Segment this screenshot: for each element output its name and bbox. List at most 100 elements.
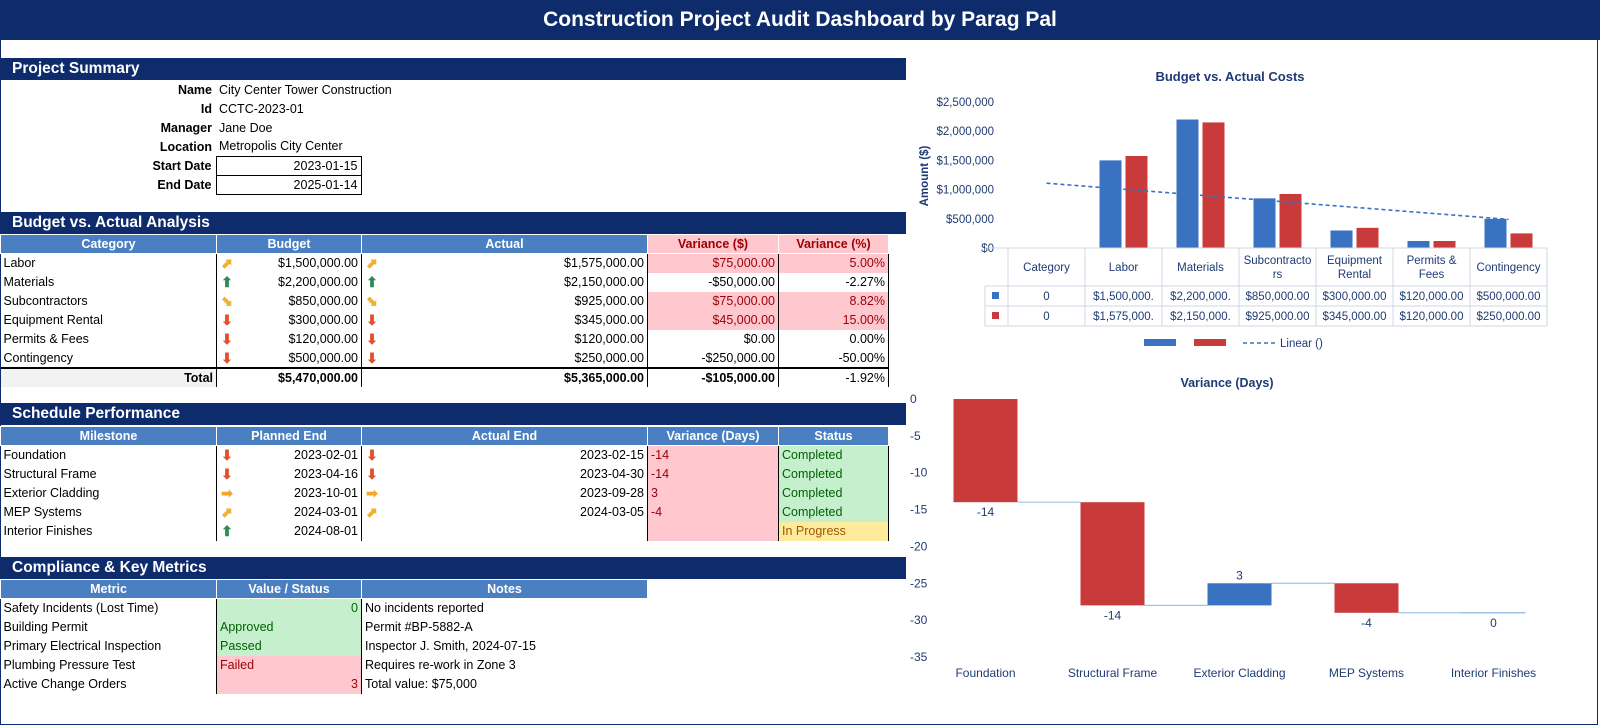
- summary-value: Metropolis City Center: [219, 139, 343, 154]
- empty-cell: [361, 175, 888, 194]
- column-header[interactable]: Planned End: [216, 426, 362, 446]
- metric-value-cell: 3: [216, 674, 362, 694]
- column-header[interactable]: Variance (%): [778, 234, 889, 254]
- arrow-down-right-icon: ⬊: [366, 293, 378, 309]
- empty-cell: [647, 579, 889, 599]
- variance-cell: -$50,000.00: [647, 272, 779, 292]
- arrow-down-icon: ⬇: [221, 349, 233, 366]
- column-header[interactable]: Status: [778, 426, 889, 446]
- column-header[interactable]: Variance (Days): [647, 426, 779, 446]
- status-cell: In Progress: [778, 521, 889, 541]
- milestone-cell: Exterior Cladding: [0, 483, 217, 503]
- bar: [1484, 218, 1507, 248]
- arrow-up-icon: ⬆: [366, 274, 378, 290]
- arrow-right-icon: ➡: [221, 485, 233, 501]
- column-header[interactable]: Metric: [0, 579, 217, 599]
- table-row: MEP Systems ⬈ 2024-03-01 ⬈ 2024-03-05 -4 Compl…: [0, 502, 889, 522]
- empty-cell: [361, 156, 888, 175]
- actual-cell-value: $2,150,000.00: [564, 275, 644, 289]
- variance-cell: $75,000.00: [647, 253, 779, 273]
- data-table-value: $1,500,000.: [1093, 291, 1154, 303]
- data-label: 3: [1236, 568, 1243, 582]
- metric-cell: Primary Electrical Inspection: [0, 636, 217, 656]
- category-label: Permits &: [1407, 255, 1457, 267]
- summary-row: End Date 2025-01-14: [0, 174, 888, 195]
- category-cell: Contingency: [0, 348, 217, 368]
- summary-label: Name: [177, 82, 212, 97]
- metric-value-cell: Passed: [216, 636, 362, 656]
- variance-days-cell: -14: [647, 445, 779, 465]
- planned-end-cell-value: 2024-08-01: [294, 524, 358, 538]
- column-header[interactable]: Value / Status: [216, 579, 362, 599]
- total-row: Total $5,470,000.00 $5,365,000.00 -$105,000…: [0, 366, 889, 387]
- category-label: Equipment: [1327, 255, 1383, 267]
- compliance-table: Metric Value / Status Notes Safety Inciden…: [0, 579, 889, 694]
- table-row: Building Permit Approved Permit #BP-5882-A: [0, 617, 889, 637]
- total-variance: -$105,000.00: [647, 366, 779, 387]
- milestone-cell: Structural Frame: [0, 464, 217, 484]
- bar: [1356, 227, 1379, 248]
- variance-pct-cell: -2.27%: [778, 272, 889, 292]
- compliance-heading: Compliance & Key Metrics: [0, 557, 906, 579]
- column-header[interactable]: Variance ($): [647, 234, 779, 254]
- summary-row: Location Metropolis City Center: [0, 137, 888, 156]
- data-label: 0: [1490, 616, 1497, 630]
- actual-end-cell-value: 2023-04-30: [580, 467, 644, 481]
- actual-end-cell: [361, 521, 648, 541]
- actual-cell-value: $120,000.00: [574, 332, 644, 346]
- y-axis-label: Amount ($): [919, 145, 931, 206]
- planned-end-cell-value: 2023-02-01: [294, 448, 358, 463]
- table-row: Exterior Cladding ➡ 2023-10-01 ➡ 2023-09-28 3…: [0, 483, 889, 503]
- column-header[interactable]: Milestone: [0, 426, 217, 446]
- variance-pct-cell: 0.00%: [778, 329, 889, 349]
- planned-end-cell-value: 2023-10-01: [294, 486, 358, 500]
- actual-cell: ⬊ $925,000.00: [361, 291, 648, 311]
- table-row: Contingency ⬇ $500,000.00 ⬇ $250,000.00 -$250…: [0, 348, 889, 368]
- arrow-down-icon: ⬇: [221, 331, 233, 347]
- variance-days-cell: 3: [647, 483, 779, 503]
- column-header[interactable]: Actual End: [361, 426, 648, 446]
- column-header[interactable]: Notes: [361, 579, 648, 599]
- summary-label: Id: [200, 101, 212, 116]
- column-header[interactable]: Budget: [216, 234, 362, 254]
- status-cell: Completed: [778, 483, 889, 503]
- table-row: Foundation ⬇ 2023-02-01 ⬇ 2023-02-15 -14 Compl…: [0, 445, 889, 465]
- arrow-down-icon: ⬇: [221, 466, 233, 482]
- data-table-value: $345,000.00: [1323, 311, 1387, 323]
- budget-cell: ⬇ $120,000.00: [216, 329, 362, 349]
- total-actual: $5,365,000.00: [361, 366, 648, 387]
- arrow-up-right-icon: ⬈: [366, 255, 378, 272]
- waterfall-bar: [1207, 583, 1272, 606]
- summary-row: Id CCTC-2023-01: [0, 99, 888, 118]
- y-tick-label: 0: [910, 392, 917, 406]
- actual-cell: ⬇ $345,000.00: [361, 310, 648, 330]
- column-header[interactable]: Category: [0, 234, 217, 254]
- data-table-value: $120,000.00: [1400, 311, 1464, 323]
- data-table-value: $2,150,000.: [1170, 311, 1231, 323]
- bar: [1202, 122, 1225, 248]
- planned-end-cell: ⬇ 2023-02-01: [216, 445, 362, 465]
- table-row: Plumbing Pressure Test Failed Requires re-…: [0, 655, 889, 675]
- x-tick-label: Exterior Cladding: [1193, 666, 1285, 680]
- planned-end-cell: ➡ 2023-10-01: [216, 483, 362, 503]
- budget-cell-value: $2,200,000.00: [278, 275, 358, 289]
- arrow-down-icon: ⬇: [366, 466, 378, 482]
- bar: [1176, 119, 1199, 248]
- column-header[interactable]: Actual: [361, 234, 648, 254]
- budget-vs-actual-chart: Budget vs. Actual Costs Amount ($) $0 $500,…: [900, 58, 1560, 358]
- project-summary-heading: Project Summary: [0, 58, 906, 80]
- data-table-value: $2,200,000.: [1170, 291, 1231, 303]
- budget-cell-value: $300,000.00: [288, 313, 358, 327]
- summary-value: 2025-01-14: [215, 174, 362, 195]
- table-row: Permits & Fees ⬇ $120,000.00 ⬇ $120,000.00 $0…: [0, 329, 889, 349]
- bar: [1279, 193, 1302, 248]
- budget-cell: ⬆ $2,200,000.00: [216, 272, 362, 292]
- budget-cell: ⬊ $850,000.00: [216, 291, 362, 311]
- category-label: Subcontracto: [1244, 255, 1312, 267]
- milestone-cell: Interior Finishes: [0, 521, 217, 541]
- status-cell: Completed: [778, 445, 889, 465]
- data-table-value: 0: [1043, 291, 1049, 303]
- dashboard-title: Construction Project Audit Dashboard by …: [0, 0, 1600, 40]
- legend-label: Linear (): [1280, 338, 1323, 350]
- metric-value-cell: Failed: [216, 655, 362, 675]
